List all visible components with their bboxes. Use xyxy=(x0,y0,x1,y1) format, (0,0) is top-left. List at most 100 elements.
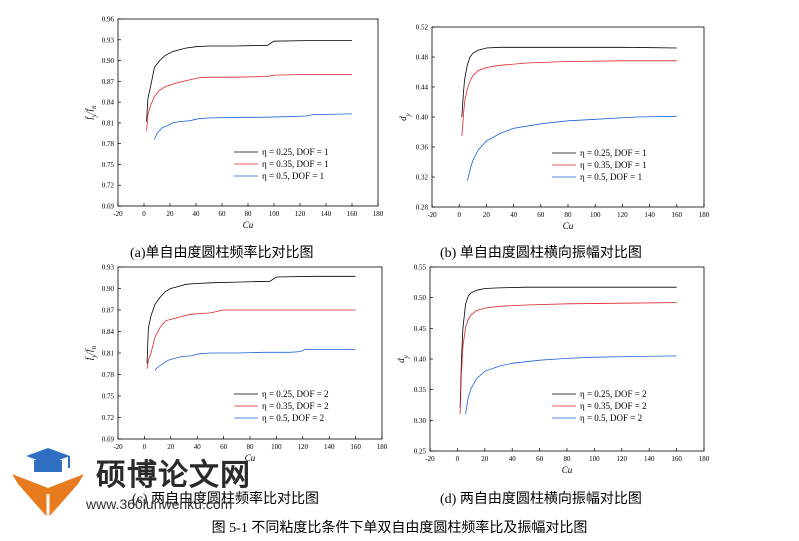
chart-a-legend-label-2: η = 0.35, DOF = 1 xyxy=(262,159,329,169)
chart-c-xtick-label: 80 xyxy=(247,443,255,451)
chart-a-xtick-label: -20 xyxy=(113,210,123,218)
chart-b-xtick-label: 140 xyxy=(644,211,655,219)
chart-a-ytick-label: 0.81 xyxy=(102,119,115,127)
chart-a-xtick-label: 180 xyxy=(373,210,384,218)
chart-c-ytick-label: 0.75 xyxy=(102,393,115,401)
chart-b-legend-label-3: η = 0.5, DOF = 1 xyxy=(580,172,642,182)
panel-c-caption: (c) 两自由度圆柱频率比对比图 xyxy=(132,492,320,507)
chart-a-legend-label-1: η = 0.25, DOF = 1 xyxy=(262,147,329,157)
chart-b-legend-label-1: η = 0.25, DOF = 1 xyxy=(580,148,647,158)
chart-d-legend-label-2: η = 0.35, DOF = 2 xyxy=(580,401,647,411)
chart-a-ytick-label: 0.87 xyxy=(102,78,115,86)
chart-b-ytick-label: 0.40 xyxy=(416,114,429,122)
chart-c-xtick-label: 140 xyxy=(324,443,335,451)
panel-a-caption: (a)单自由度圆柱频率比对比图 xyxy=(130,246,314,261)
chart-d-xtick-label: 160 xyxy=(671,455,682,463)
chart-c-series-3-line xyxy=(154,348,356,371)
chart-d-xtick-label: 0 xyxy=(456,455,460,463)
chart-b-xtick-label: 160 xyxy=(672,211,683,219)
chart-c-xtick-label: 180 xyxy=(377,443,388,451)
chart-c-xlabel: Cu xyxy=(245,453,256,463)
chart-c-legend-label-1: η = 0.25, DOF = 2 xyxy=(262,389,329,399)
chart-c-xtick-label: 100 xyxy=(271,443,282,451)
chart-d-ytick-label: 0.25 xyxy=(414,448,427,456)
chart-d-series-2-line xyxy=(459,302,677,415)
chart-c-series-1-line xyxy=(146,275,356,364)
chart-c-ytick-label: 0.90 xyxy=(102,285,115,293)
chart-a-xtick-label: 20 xyxy=(167,210,175,218)
chart-c-xtick-label: 40 xyxy=(194,443,202,451)
chart-c-xtick-label: 160 xyxy=(350,443,361,451)
chart-d: -20 0 20 40 60 80 100 120 140 160 180 0.25 0.30 0.35 0… xyxy=(396,264,710,476)
chart-d-xtick-label: 140 xyxy=(644,455,655,463)
chart-d-xtick-label: 40 xyxy=(509,455,517,463)
chart-b: -20 0 20 40 60 80 100 120 140 160 180 0.28 0.32 0.36 0… xyxy=(398,24,710,232)
chart-d-ylabel: dy xyxy=(396,354,410,363)
chart-c-ytick-label: 0.81 xyxy=(102,350,115,358)
chart-b-ylabel: dy xyxy=(398,112,412,121)
chart-a-series-2-line xyxy=(146,74,352,132)
chart-a: -20 0 20 40 60 80 100 120 140 160 180 0.69 0.72 0.75 0… xyxy=(84,16,384,231)
chart-d-legend-label-3: η = 0.5, DOF = 2 xyxy=(580,413,642,423)
chart-a-ylabel: fy/fn xyxy=(84,105,98,120)
chart-d-xtick-label: 60 xyxy=(536,455,544,463)
chart-a-series-1-line xyxy=(146,40,352,122)
chart-a-series-3-line xyxy=(154,113,353,140)
chart-d-xtick-label: 120 xyxy=(617,455,628,463)
chart-b-xtick-label: -20 xyxy=(427,211,437,219)
chart-a-xtick-label: 60 xyxy=(219,210,227,218)
chart-d-frame xyxy=(429,266,705,452)
chart-b-series-2-line xyxy=(461,60,677,136)
chart-c-xtick-label: 20 xyxy=(167,443,175,451)
chart-a-xtick-label: 140 xyxy=(321,210,332,218)
chart-a-xtick-label: 100 xyxy=(269,210,280,218)
chart-b-xtick-label: 40 xyxy=(510,211,518,219)
chart-c: -20 0 20 40 60 80 100 120 140 160 180 0.69 0.72 0.75 0… xyxy=(84,264,388,464)
chart-b-xtick-label: 120 xyxy=(617,211,628,219)
chart-d-xtick-label: 80 xyxy=(564,455,572,463)
chart-d-xtick-label: -20 xyxy=(425,455,435,463)
chart-b-xlabel: Cu xyxy=(563,221,574,231)
chart-b-xtick-label: 0 xyxy=(457,211,461,219)
chart-c-series-2-line xyxy=(146,309,356,369)
chart-b-xtick-label: 60 xyxy=(537,211,545,219)
chart-d-series-3-line xyxy=(465,355,677,415)
chart-b-ytick-label: 0.52 xyxy=(416,24,429,32)
chart-c-xtick-label: 0 xyxy=(143,443,147,451)
chart-d-ytick-label: 0.30 xyxy=(414,417,427,425)
chart-b-ytick-label: 0.32 xyxy=(416,174,429,182)
chart-d-legend-label-1: η = 0.25, DOF = 2 xyxy=(580,389,647,399)
chart-b-xtick-label: 20 xyxy=(483,211,491,219)
chart-b-xtick-label: 180 xyxy=(699,211,710,219)
chart-b-ytick-label: 0.36 xyxy=(416,144,429,152)
chart-a-ytick-label: 0.90 xyxy=(102,57,115,65)
chart-b-xtick-label: 100 xyxy=(590,211,601,219)
chart-d-xtick-label: 20 xyxy=(481,455,489,463)
chart-d-ytick-label: 0.40 xyxy=(414,356,427,364)
chart-c-legend-label-2: η = 0.35, DOF = 2 xyxy=(262,401,329,411)
chart-b-frame xyxy=(431,26,705,208)
chart-d-ytick-label: 0.55 xyxy=(414,264,427,272)
chart-d-ytick-label: 0.45 xyxy=(414,325,427,333)
chart-a-ytick-label: 0.93 xyxy=(102,36,115,44)
watermark-url: www.360lunwenku.com xyxy=(86,496,233,512)
figure-caption: 图 5-1 不同粘度比条件下单双自由度圆柱频率比及振幅对比图 xyxy=(211,521,588,536)
watermark-title: 硕博论文网 xyxy=(96,458,251,493)
chart-c-xtick-label: -20 xyxy=(113,443,123,451)
chart-c-xtick-label: 120 xyxy=(298,443,309,451)
chart-d-ytick-label: 0.35 xyxy=(414,386,427,394)
chart-a-xtick-label: 160 xyxy=(347,210,358,218)
chart-c-ytick-label: 0.78 xyxy=(102,371,115,379)
watermark-logo-icon xyxy=(12,448,84,518)
chart-d-series-1-line xyxy=(459,286,677,409)
chart-c-ytick-label: 0.93 xyxy=(102,264,115,272)
chart-b-ytick-label: 0.28 xyxy=(416,204,429,212)
chart-c-ytick-label: 0.69 xyxy=(102,436,115,444)
chart-d-xlabel: Cu xyxy=(562,465,573,475)
chart-c-ytick-label: 0.72 xyxy=(102,414,115,422)
chart-b-ytick-label: 0.48 xyxy=(416,54,429,62)
chart-c-ylabel: fy/fn xyxy=(84,345,98,360)
panel-d-caption: (d) 两自由度圆柱横向振幅对比图 xyxy=(440,492,642,507)
